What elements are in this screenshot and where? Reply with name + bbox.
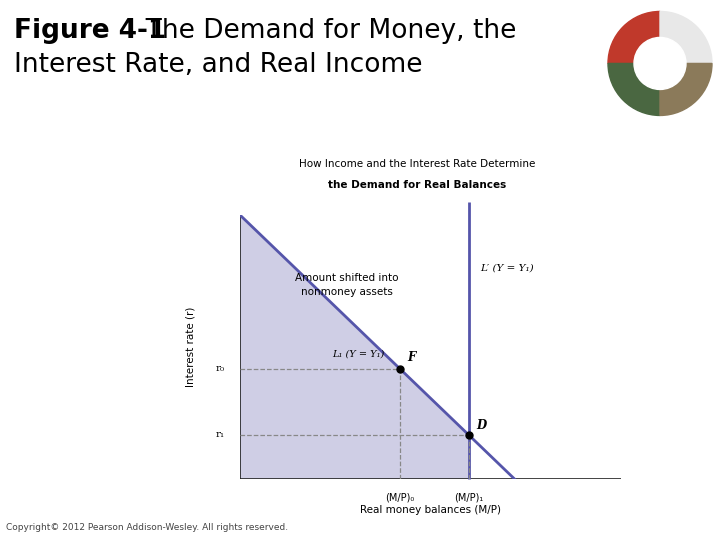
Text: Copyright© 2012 Pearson Addison-Wesley. All rights reserved.: Copyright© 2012 Pearson Addison-Wesley. … — [6, 523, 288, 532]
Wedge shape — [660, 11, 712, 63]
Text: (M/P)₀: (M/P)₀ — [385, 492, 415, 502]
Text: (M/P)₁: (M/P)₁ — [454, 492, 483, 502]
Text: F: F — [408, 350, 416, 363]
Text: the Demand for Real Balances: the Demand for Real Balances — [328, 180, 507, 190]
Wedge shape — [608, 63, 660, 116]
Text: Amount shifted into
nonmoney assets: Amount shifted into nonmoney assets — [295, 273, 398, 297]
Text: D: D — [476, 419, 487, 432]
Polygon shape — [240, 215, 469, 479]
Wedge shape — [660, 63, 712, 116]
Text: Interest Rate, and Real Income: Interest Rate, and Real Income — [14, 52, 423, 78]
Text: L′ (Y = Y₁): L′ (Y = Y₁) — [480, 263, 534, 272]
Text: Interest rate (r): Interest rate (r) — [185, 307, 195, 387]
Text: The Demand for Money, the: The Demand for Money, the — [129, 18, 516, 44]
Text: 4-4: 4-4 — [642, 521, 669, 535]
Text: L₁ (Y = Y₁): L₁ (Y = Y₁) — [333, 349, 384, 359]
Text: How Income and the Interest Rate Determine: How Income and the Interest Rate Determi… — [300, 159, 536, 168]
Wedge shape — [608, 11, 660, 63]
Text: r₁: r₁ — [215, 430, 225, 440]
Text: Figure 4-1: Figure 4-1 — [14, 18, 166, 44]
Text: Real money balances (M/P): Real money balances (M/P) — [360, 505, 501, 515]
Text: r₀: r₀ — [215, 364, 225, 373]
Circle shape — [634, 37, 686, 90]
